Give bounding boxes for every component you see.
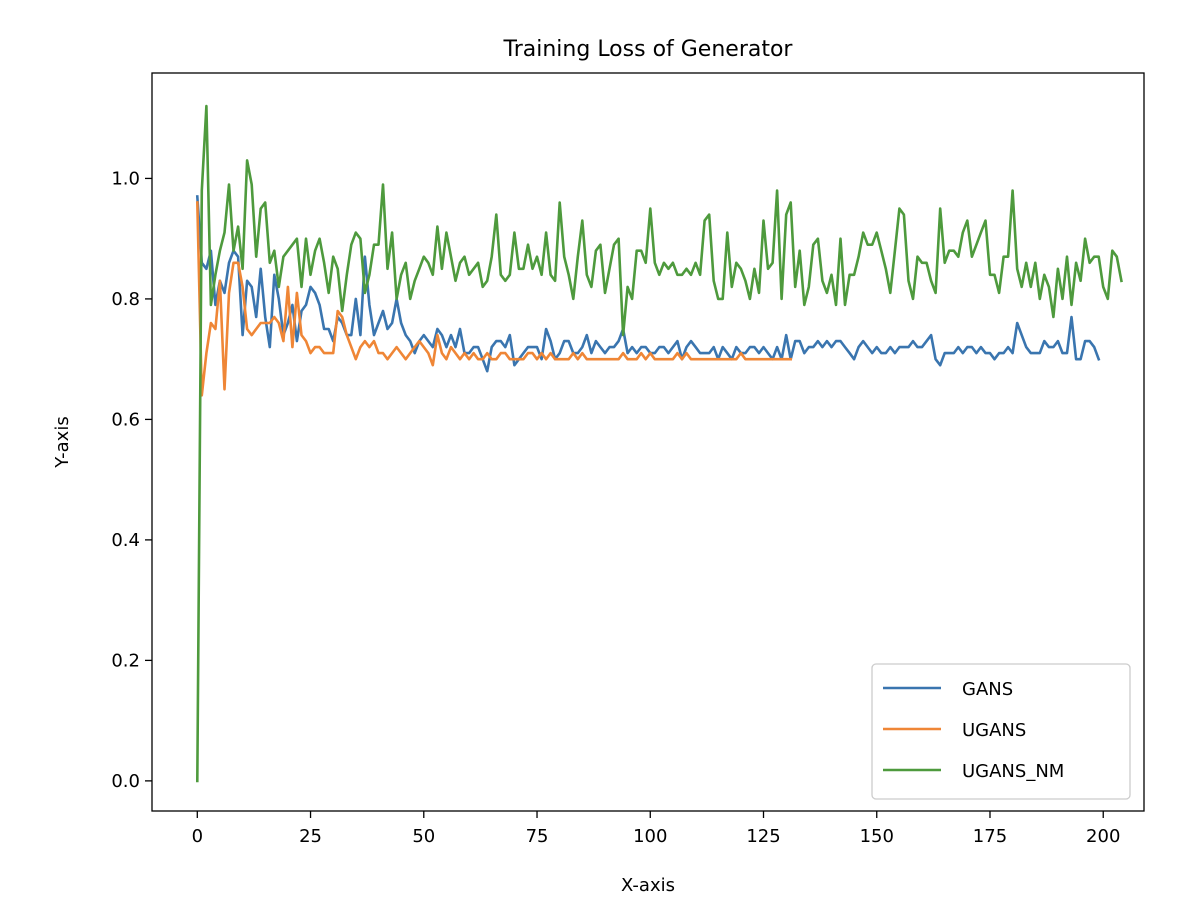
x-tick-label: 50 [412,826,435,847]
legend-label: UGANS [962,720,1026,741]
x-axis: 0 25 50 75 100 125 150 175 200 [192,811,1120,847]
series-layer [195,104,1123,783]
x-tick-label: 200 [1086,826,1120,847]
legend-label: UGANS_NM [962,761,1064,782]
y-tick-label: 0.4 [111,530,140,551]
legend-label: GANS [962,679,1013,700]
x-tick-label: 75 [526,826,549,847]
y-tick-label: 0.8 [111,289,140,310]
series-line-ugans [195,201,793,397]
y-axis-label: Y-axis [52,416,73,468]
series-line-ugans-nm [195,104,1123,783]
y-tick-label: 1.0 [111,168,140,189]
x-tick-label: 25 [299,826,322,847]
x-tick-label: 175 [973,826,1007,847]
y-tick-label: 0.2 [111,650,140,671]
legend-frame [871,663,1131,800]
y-tick-label: 0.0 [111,771,140,792]
x-tick-label: 100 [633,826,667,847]
legend: GANS UGANS UGANS_NM [871,663,1131,800]
x-tick-label: 150 [860,826,894,847]
y-axis: 0.0 0.2 0.4 0.6 0.8 1.0 [111,168,152,792]
x-tick-label: 125 [746,826,780,847]
x-tick-label: 0 [192,826,203,847]
chart-title: Training Loss of Generator [503,37,794,62]
x-axis-label: X-axis [621,875,675,896]
y-tick-label: 0.6 [111,409,140,430]
plot-frame [151,72,1145,812]
